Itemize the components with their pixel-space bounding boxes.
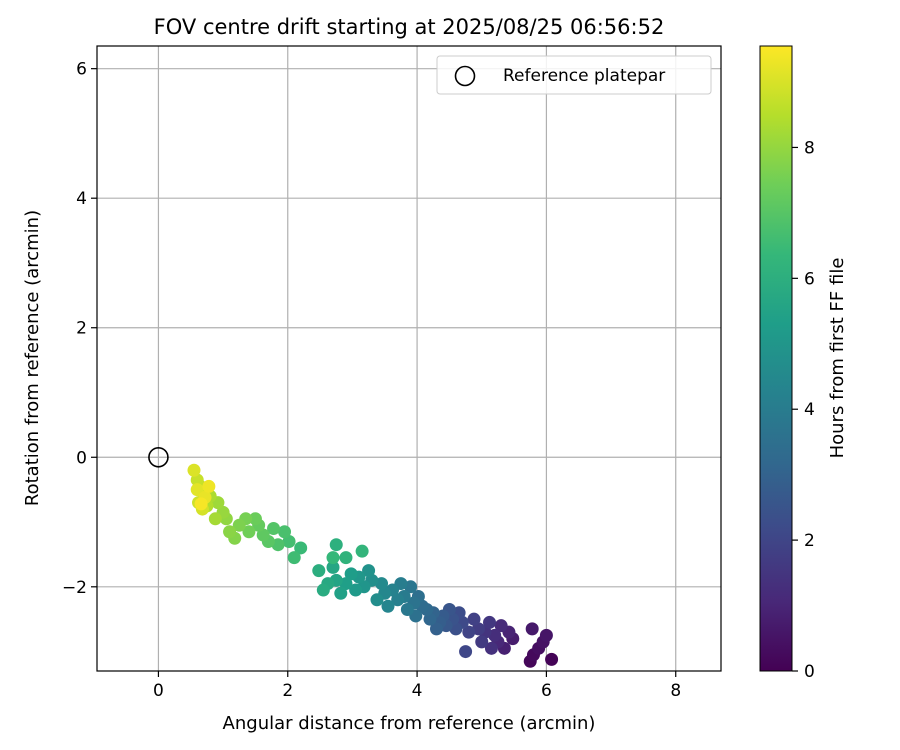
data-point xyxy=(467,612,481,626)
data-point xyxy=(484,641,498,655)
data-point xyxy=(355,544,369,558)
data-point xyxy=(349,583,363,597)
data-point xyxy=(242,525,256,539)
data-point xyxy=(483,615,497,629)
data-point xyxy=(545,652,559,666)
data-point xyxy=(282,534,296,548)
y-axis-label: Rotation from reference (arcmin) xyxy=(22,210,43,506)
data-point xyxy=(362,564,376,578)
colorbar-tick-label: 4 xyxy=(804,400,815,420)
data-point xyxy=(400,602,414,616)
data-point xyxy=(334,586,348,600)
y-tick-label: −2 xyxy=(62,578,87,598)
data-point xyxy=(475,635,489,649)
data-point xyxy=(223,525,237,539)
y-tick-label: 2 xyxy=(76,319,87,339)
data-point xyxy=(344,567,358,581)
data-point xyxy=(459,645,473,659)
data-point xyxy=(316,583,330,597)
y-axis-ticks: −2 0 2 4 6 xyxy=(62,60,97,598)
data-point xyxy=(256,528,270,542)
data-point xyxy=(267,522,281,536)
x-tick-label: 0 xyxy=(153,681,164,701)
data-point xyxy=(339,551,353,565)
data-point xyxy=(287,551,301,565)
grid xyxy=(97,46,721,671)
data-point xyxy=(391,593,405,607)
legend: Reference platepar xyxy=(436,55,712,95)
legend-label: Reference platepar xyxy=(503,66,665,86)
data-points xyxy=(187,463,559,668)
data-point xyxy=(329,538,343,552)
data-point xyxy=(525,622,539,636)
colorbar-ticks: 0 2 4 6 8 xyxy=(792,138,815,682)
legend-marker xyxy=(454,65,476,87)
colorbar-tick-label: 2 xyxy=(804,531,815,551)
y-tick-label: 6 xyxy=(76,60,87,80)
data-point xyxy=(494,619,508,633)
colorbar-gradient xyxy=(759,45,793,672)
data-point xyxy=(278,525,292,539)
data-point xyxy=(326,560,340,574)
data-point xyxy=(187,463,201,477)
plot-frame xyxy=(96,45,722,672)
data-point xyxy=(208,512,222,526)
x-tick-label: 6 xyxy=(541,681,552,701)
y-tick-label: 0 xyxy=(76,448,87,468)
x-tick-label: 4 xyxy=(412,681,423,701)
data-point xyxy=(312,564,326,578)
data-point xyxy=(462,625,476,639)
chart-title: FOV centre drift starting at 2025/08/25 … xyxy=(154,15,665,39)
data-point xyxy=(539,628,553,642)
x-axis-label: Angular distance from reference (arcmin) xyxy=(223,713,596,734)
data-point xyxy=(248,512,262,526)
data-point xyxy=(194,497,208,511)
y-tick-label: 4 xyxy=(76,189,87,209)
data-point xyxy=(326,551,340,565)
colorbar: 0 2 4 6 8 Hours from first FF file xyxy=(759,45,848,682)
x-tick-label: 8 xyxy=(670,681,681,701)
colorbar-tick-label: 8 xyxy=(804,138,815,158)
x-tick-label: 2 xyxy=(282,681,293,701)
data-point xyxy=(429,622,443,636)
data-point xyxy=(381,599,395,613)
data-point xyxy=(294,541,308,555)
x-axis-ticks: 0 2 4 6 8 xyxy=(153,671,681,701)
data-point xyxy=(202,479,216,493)
legend-box xyxy=(436,55,712,95)
colorbar-tick-label: 6 xyxy=(804,269,815,289)
reference-platepar-marker xyxy=(148,446,169,468)
colorbar-tick-label: 0 xyxy=(804,662,815,682)
data-point xyxy=(232,518,246,532)
colorbar-label: Hours from first FF file xyxy=(827,258,848,459)
data-point xyxy=(370,593,384,607)
